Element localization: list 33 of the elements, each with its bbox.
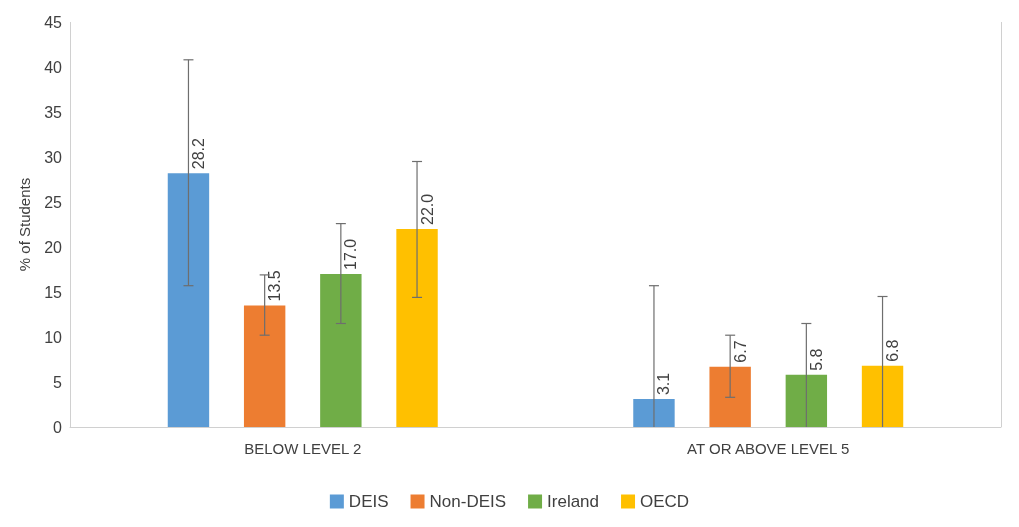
bar [709,366,751,427]
x-tick-label: BELOW LEVEL 2 [244,440,362,457]
bar [861,365,904,427]
data-label: 3.1 [655,372,673,396]
y-tick-label: 45 [44,13,63,31]
y-tick-label: 35 [44,103,63,121]
data-label: 28.2 [189,137,207,170]
x-tick-label: AT OR ABOVE LEVEL 5 [687,440,850,457]
bar [243,305,286,427]
y-tick-label: 0 [53,418,63,436]
data-label: 13.5 [266,270,284,302]
y-tick-label: 30 [44,148,63,166]
y-tick-label: 5 [53,373,63,391]
legend-label: Ireland [547,492,600,511]
bar [396,229,438,427]
y-axis-title: % of Students [16,177,33,272]
bar [320,274,362,427]
data-label: 17.0 [342,238,360,270]
y-tick-label: 40 [44,58,63,76]
y-tick-label: 20 [44,238,63,256]
data-label: 6.8 [884,339,902,362]
legend-label: DEIS [348,492,389,511]
legend-label: OECD [640,492,690,511]
data-label: 6.7 [731,340,749,363]
y-tick-label: 15 [44,283,63,301]
y-tick-label: 25 [44,193,63,211]
bar [167,173,210,427]
y-tick-label: 10 [44,328,63,346]
data-label: 22.0 [418,193,436,225]
bar [785,374,828,427]
data-label: 5.8 [807,348,825,371]
bar [633,399,675,427]
legend-label: Non-DEIS [429,492,507,511]
